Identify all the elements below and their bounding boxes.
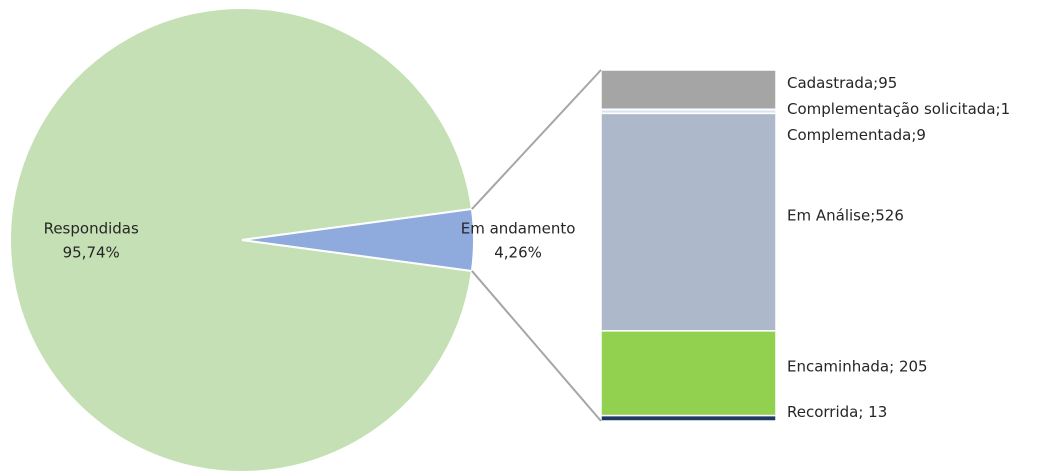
pie-value-label: 95,74% xyxy=(63,244,120,262)
pie-slice xyxy=(241,207,475,273)
bar-segment xyxy=(600,330,777,417)
connector-line xyxy=(471,69,602,210)
bar-value-label: Complementação solicitada;1 xyxy=(787,100,1010,118)
bar-value-label: Recorrida; 13 xyxy=(787,403,887,421)
bar-value-label: Complementada;9 xyxy=(787,126,926,144)
bar-value-label: Em Análise;526 xyxy=(787,207,904,225)
pie-slice xyxy=(8,7,474,473)
bar-segment xyxy=(600,414,777,422)
bar-value-label: Cadastrada;95 xyxy=(787,74,897,92)
bar-segment xyxy=(600,112,777,332)
connector-line xyxy=(471,270,602,422)
pie-label: Em andamento xyxy=(461,220,576,238)
pie-value-label: 4,26% xyxy=(494,244,542,262)
bar-segment xyxy=(600,69,777,111)
bar-value-label: Encaminhada; 205 xyxy=(787,358,928,376)
pie-label: Respondidas xyxy=(44,220,139,238)
